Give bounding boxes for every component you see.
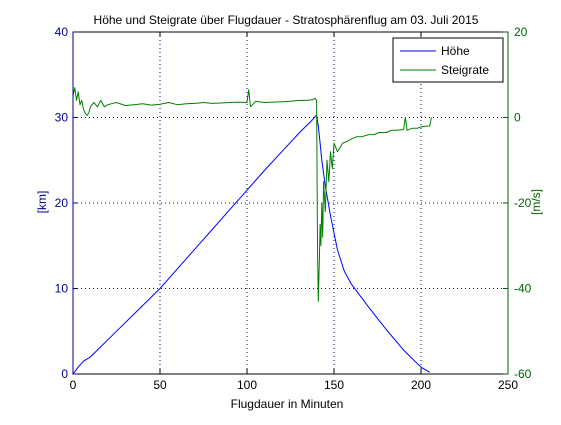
y-right-tick-label: -20: [514, 196, 532, 210]
y-left-tick-label: 20: [55, 196, 69, 210]
x-tick-label: 0: [70, 378, 77, 392]
y-left-tick-label: 0: [61, 367, 68, 381]
y-right-tick-label: -40: [514, 282, 532, 296]
series-line-steigrate: [72, 87, 432, 302]
series-lines: [72, 87, 432, 375]
y-left-tick-label: 40: [55, 25, 69, 39]
x-axis-label: Flugdauer in Minuten: [231, 397, 344, 411]
y-left-tick-label: 10: [55, 282, 69, 296]
axes: 0 50 100 150 200 250 0 10 20 30 40 -60 -40 -20 0 20: [55, 25, 532, 392]
series-line-hoehe: [72, 114, 430, 375]
legend-label-hoehe: Höhe: [441, 44, 470, 58]
legend-box: [392, 37, 504, 83]
y-axis-left-label: [km]: [35, 191, 49, 214]
legend-label-steigrate: Steigrate: [441, 63, 489, 77]
y-right-tick-label: 20: [514, 25, 528, 39]
y-axis-right-label: [m/s]: [529, 189, 543, 215]
y-right-tick-label: -60: [514, 367, 532, 381]
plot-area: [73, 32, 508, 374]
grid-lines: [73, 32, 508, 374]
x-tick-label: 200: [411, 378, 431, 392]
y-left-tick-label: 30: [55, 111, 69, 125]
x-tick-label: 150: [324, 378, 344, 392]
y-right-tick-label: 0: [514, 111, 521, 125]
x-tick-label: 100: [237, 378, 257, 392]
x-tick-label: 50: [153, 378, 167, 392]
chart-title: Höhe und Steigrate über Flugdauer - Stra…: [94, 13, 479, 27]
legend: Höhe Steigrate: [392, 37, 504, 83]
x-tick-label: 250: [498, 378, 518, 392]
